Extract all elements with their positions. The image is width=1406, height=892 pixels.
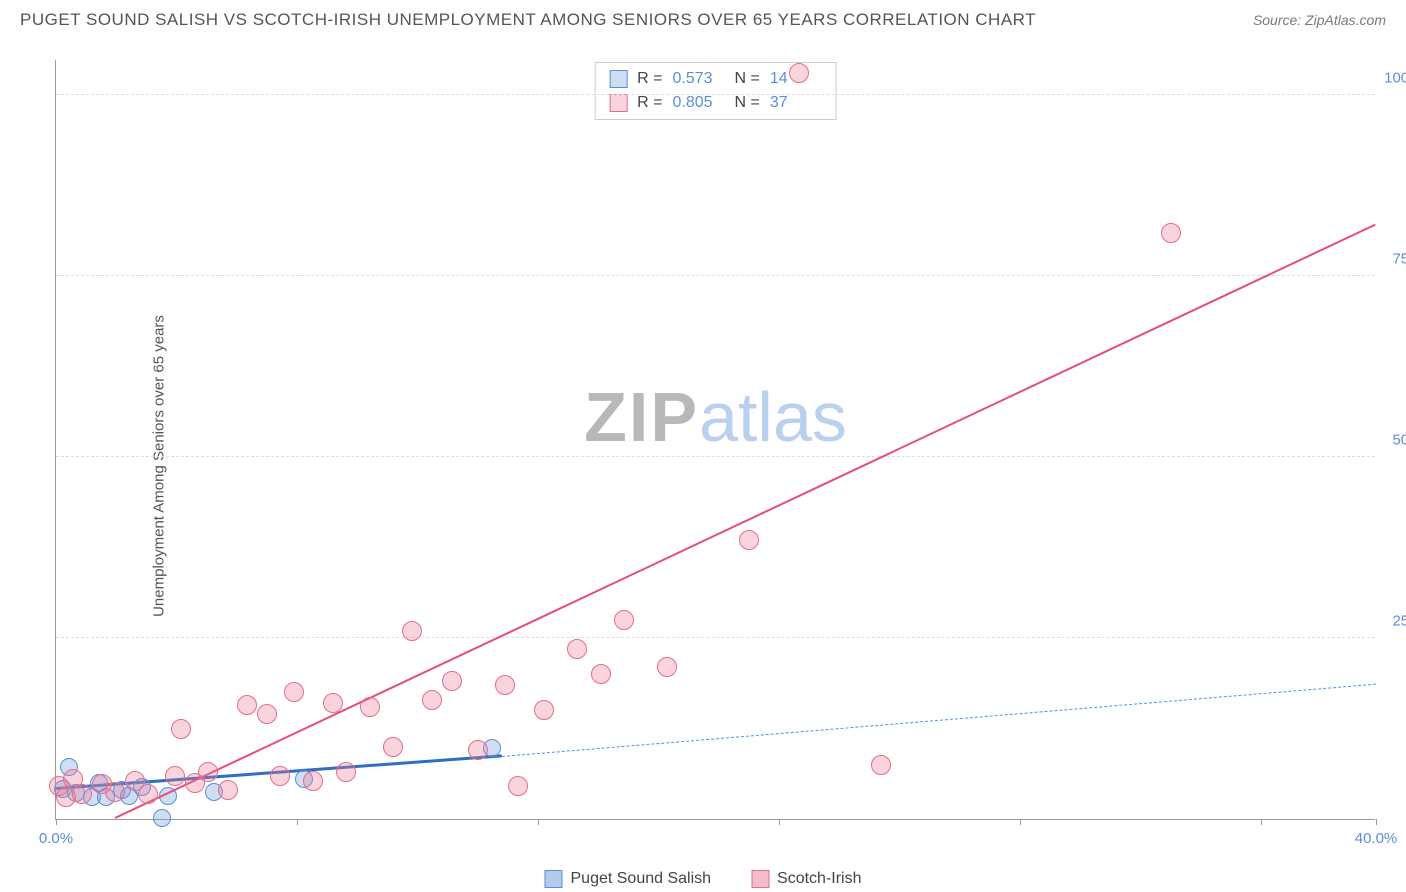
data-point: [360, 697, 380, 717]
legend-swatch: [544, 870, 562, 888]
stats-n-label: N =: [735, 67, 760, 91]
data-point: [567, 639, 587, 659]
data-point: [72, 784, 92, 804]
data-point: [257, 704, 277, 724]
y-tick-label: 100.0%: [1379, 70, 1406, 87]
data-point: [789, 63, 809, 83]
stats-swatch: [609, 94, 627, 112]
x-tick: [297, 819, 298, 825]
data-point: [534, 700, 554, 720]
legend: Puget Sound Salish Scotch-Irish: [544, 870, 861, 888]
x-tick: [56, 819, 57, 825]
x-tick: [779, 819, 780, 825]
legend-item: Puget Sound Salish: [544, 870, 711, 888]
data-point: [105, 782, 125, 802]
y-tick-label: 75.0%: [1379, 251, 1406, 268]
chart-header: PUGET SOUND SALISH VS SCOTCH-IRISH UNEMP…: [0, 0, 1406, 36]
x-tick: [1020, 819, 1021, 825]
gridline: [56, 94, 1375, 95]
data-point: [508, 776, 528, 796]
y-tick-label: 25.0%: [1379, 613, 1406, 630]
gridline: [56, 275, 1375, 276]
data-point: [198, 762, 218, 782]
legend-swatch: [751, 870, 769, 888]
chart-area: Unemployment Among Seniors over 65 years…: [0, 40, 1406, 892]
data-point: [270, 766, 290, 786]
data-point: [871, 755, 891, 775]
watermark: ZIPatlas: [584, 377, 847, 457]
data-point: [336, 762, 356, 782]
watermark-atlas: atlas: [699, 378, 847, 456]
x-tick-label: 40.0%: [1355, 830, 1398, 847]
stats-r-value: 0.573: [673, 67, 725, 91]
data-point: [165, 766, 185, 786]
data-point: [138, 784, 158, 804]
data-point: [591, 664, 611, 684]
stats-r-label: R =: [637, 67, 662, 91]
regression-line: [501, 684, 1376, 757]
data-point: [422, 690, 442, 710]
legend-item: Scotch-Irish: [751, 870, 861, 888]
x-tick: [538, 819, 539, 825]
watermark-zip: ZIP: [584, 378, 699, 456]
data-point: [495, 675, 515, 695]
data-point: [284, 682, 304, 702]
data-point: [1161, 223, 1181, 243]
data-point: [383, 737, 403, 757]
x-tick: [1376, 819, 1377, 825]
data-point: [323, 693, 343, 713]
data-point: [614, 610, 634, 630]
x-tick: [1261, 819, 1262, 825]
stats-swatch: [609, 70, 627, 88]
data-point: [657, 657, 677, 677]
data-point: [468, 740, 488, 760]
chart-title: PUGET SOUND SALISH VS SCOTCH-IRISH UNEMP…: [20, 10, 1036, 30]
x-tick-label: 0.0%: [39, 830, 73, 847]
plot-region: ZIPatlas R =0.573N =14R =0.805N =37 25.0…: [55, 60, 1375, 820]
data-point: [402, 621, 422, 641]
y-tick-label: 50.0%: [1379, 432, 1406, 449]
regression-line: [115, 224, 1376, 819]
gridline: [56, 456, 1375, 457]
data-point: [153, 809, 171, 827]
data-point: [442, 671, 462, 691]
data-point: [303, 771, 323, 791]
gridline: [56, 637, 1375, 638]
data-point: [218, 780, 238, 800]
legend-label: Scotch-Irish: [777, 870, 861, 888]
legend-label: Puget Sound Salish: [570, 870, 711, 888]
source-label: Source: ZipAtlas.com: [1253, 12, 1386, 28]
data-point: [171, 719, 191, 739]
data-point: [237, 695, 257, 715]
data-point: [739, 530, 759, 550]
